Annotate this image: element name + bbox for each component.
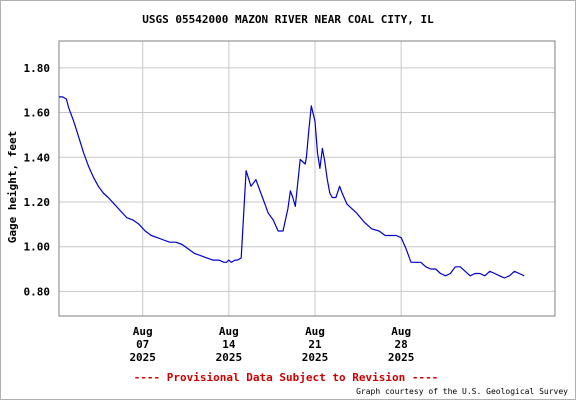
x-tick-year: 2025 xyxy=(388,351,415,364)
y-tick-label: 1.00 xyxy=(24,241,51,254)
x-tick-day: 21 xyxy=(308,338,322,351)
x-tick-day: 28 xyxy=(395,338,408,351)
x-tick-year: 2025 xyxy=(129,351,156,364)
x-tick-month: Aug xyxy=(305,325,325,338)
usgs-credit: Graph courtesy of the U.S. Geological Su… xyxy=(356,387,568,396)
y-tick-label: 1.20 xyxy=(24,196,51,209)
y-tick-label: 0.80 xyxy=(24,285,51,298)
y-axis-label: Gage height, feet xyxy=(6,131,19,244)
x-tick-day: 07 xyxy=(136,338,149,351)
y-tick-label: 1.40 xyxy=(24,151,51,164)
x-tick-year: 2025 xyxy=(302,351,329,364)
x-tick-day: 14 xyxy=(222,338,236,351)
x-tick-month: Aug xyxy=(133,325,153,338)
gage-height-series-line xyxy=(59,96,525,279)
x-tick-month: Aug xyxy=(219,325,239,338)
provisional-notice: ---- Provisional Data Subject to Revisio… xyxy=(134,371,439,384)
chart-title: USGS 05542000 MAZON RIVER NEAR COAL CITY… xyxy=(142,13,434,26)
series-layer xyxy=(59,96,525,279)
x-tick-month: Aug xyxy=(391,325,411,338)
x-tick-year: 2025 xyxy=(216,351,243,364)
y-tick-labels: 0.80 1.00 1.20 1.40 1.60 1.80 xyxy=(24,62,51,299)
y-tick-label: 1.60 xyxy=(24,107,51,120)
grid-lines xyxy=(59,41,555,316)
plot-frame xyxy=(58,40,556,317)
y-tick-label: 1.80 xyxy=(24,62,51,75)
